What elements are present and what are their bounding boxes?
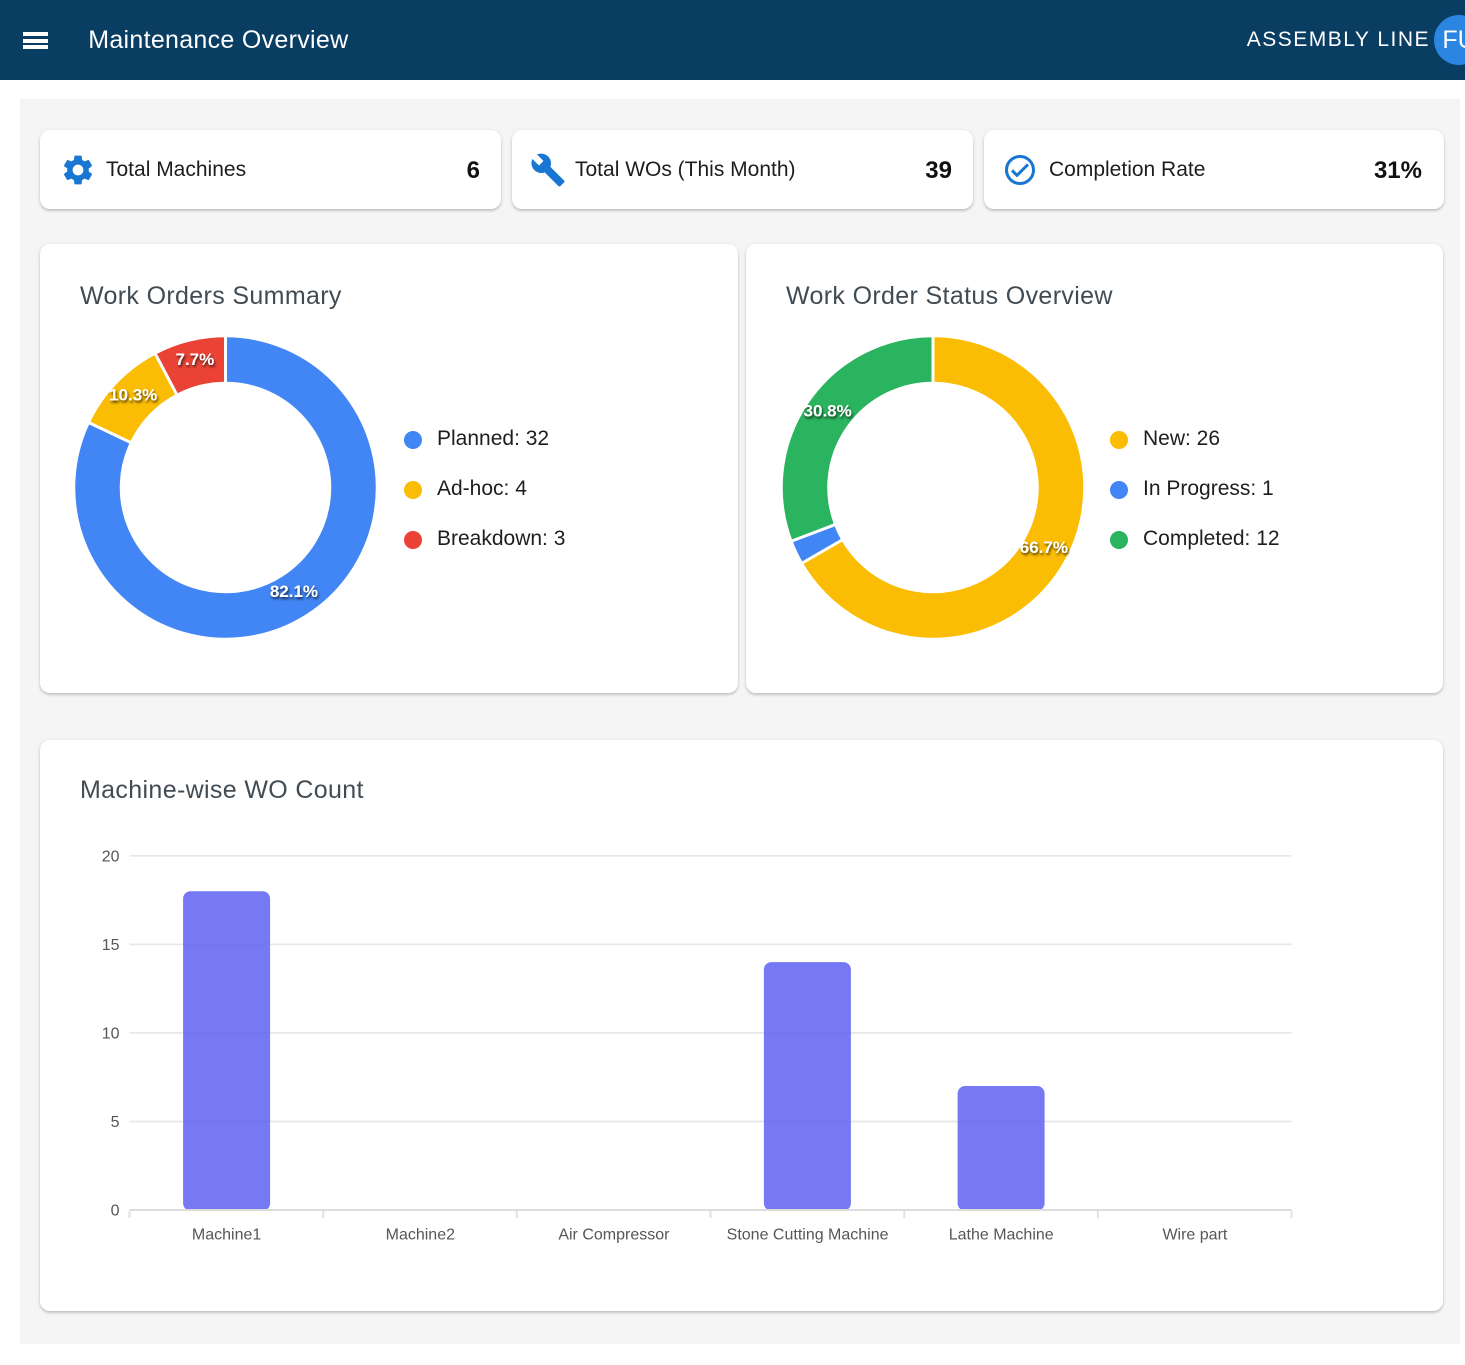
svg-text:10: 10 [102,1025,120,1042]
svg-text:82.1%: 82.1% [270,582,318,601]
svg-text:15: 15 [102,937,120,954]
svg-text:Wire part: Wire part [1162,1227,1227,1244]
svg-text:66.7%: 66.7% [1020,538,1068,557]
svg-text:0: 0 [111,1203,120,1220]
svg-text:Stone Cutting Machine: Stone Cutting Machine [727,1227,889,1244]
svg-text:7.7%: 7.7% [175,350,214,369]
svg-text:30.8%: 30.8% [804,401,852,420]
svg-text:20: 20 [102,848,120,865]
svg-text:Machine1: Machine1 [192,1227,261,1244]
svg-text:Lathe Machine: Lathe Machine [949,1227,1054,1244]
svg-text:Machine2: Machine2 [386,1227,455,1244]
svg-text:Air Compressor: Air Compressor [558,1227,670,1244]
svg-text:5: 5 [111,1114,120,1131]
svg-text:10.3%: 10.3% [109,385,157,404]
